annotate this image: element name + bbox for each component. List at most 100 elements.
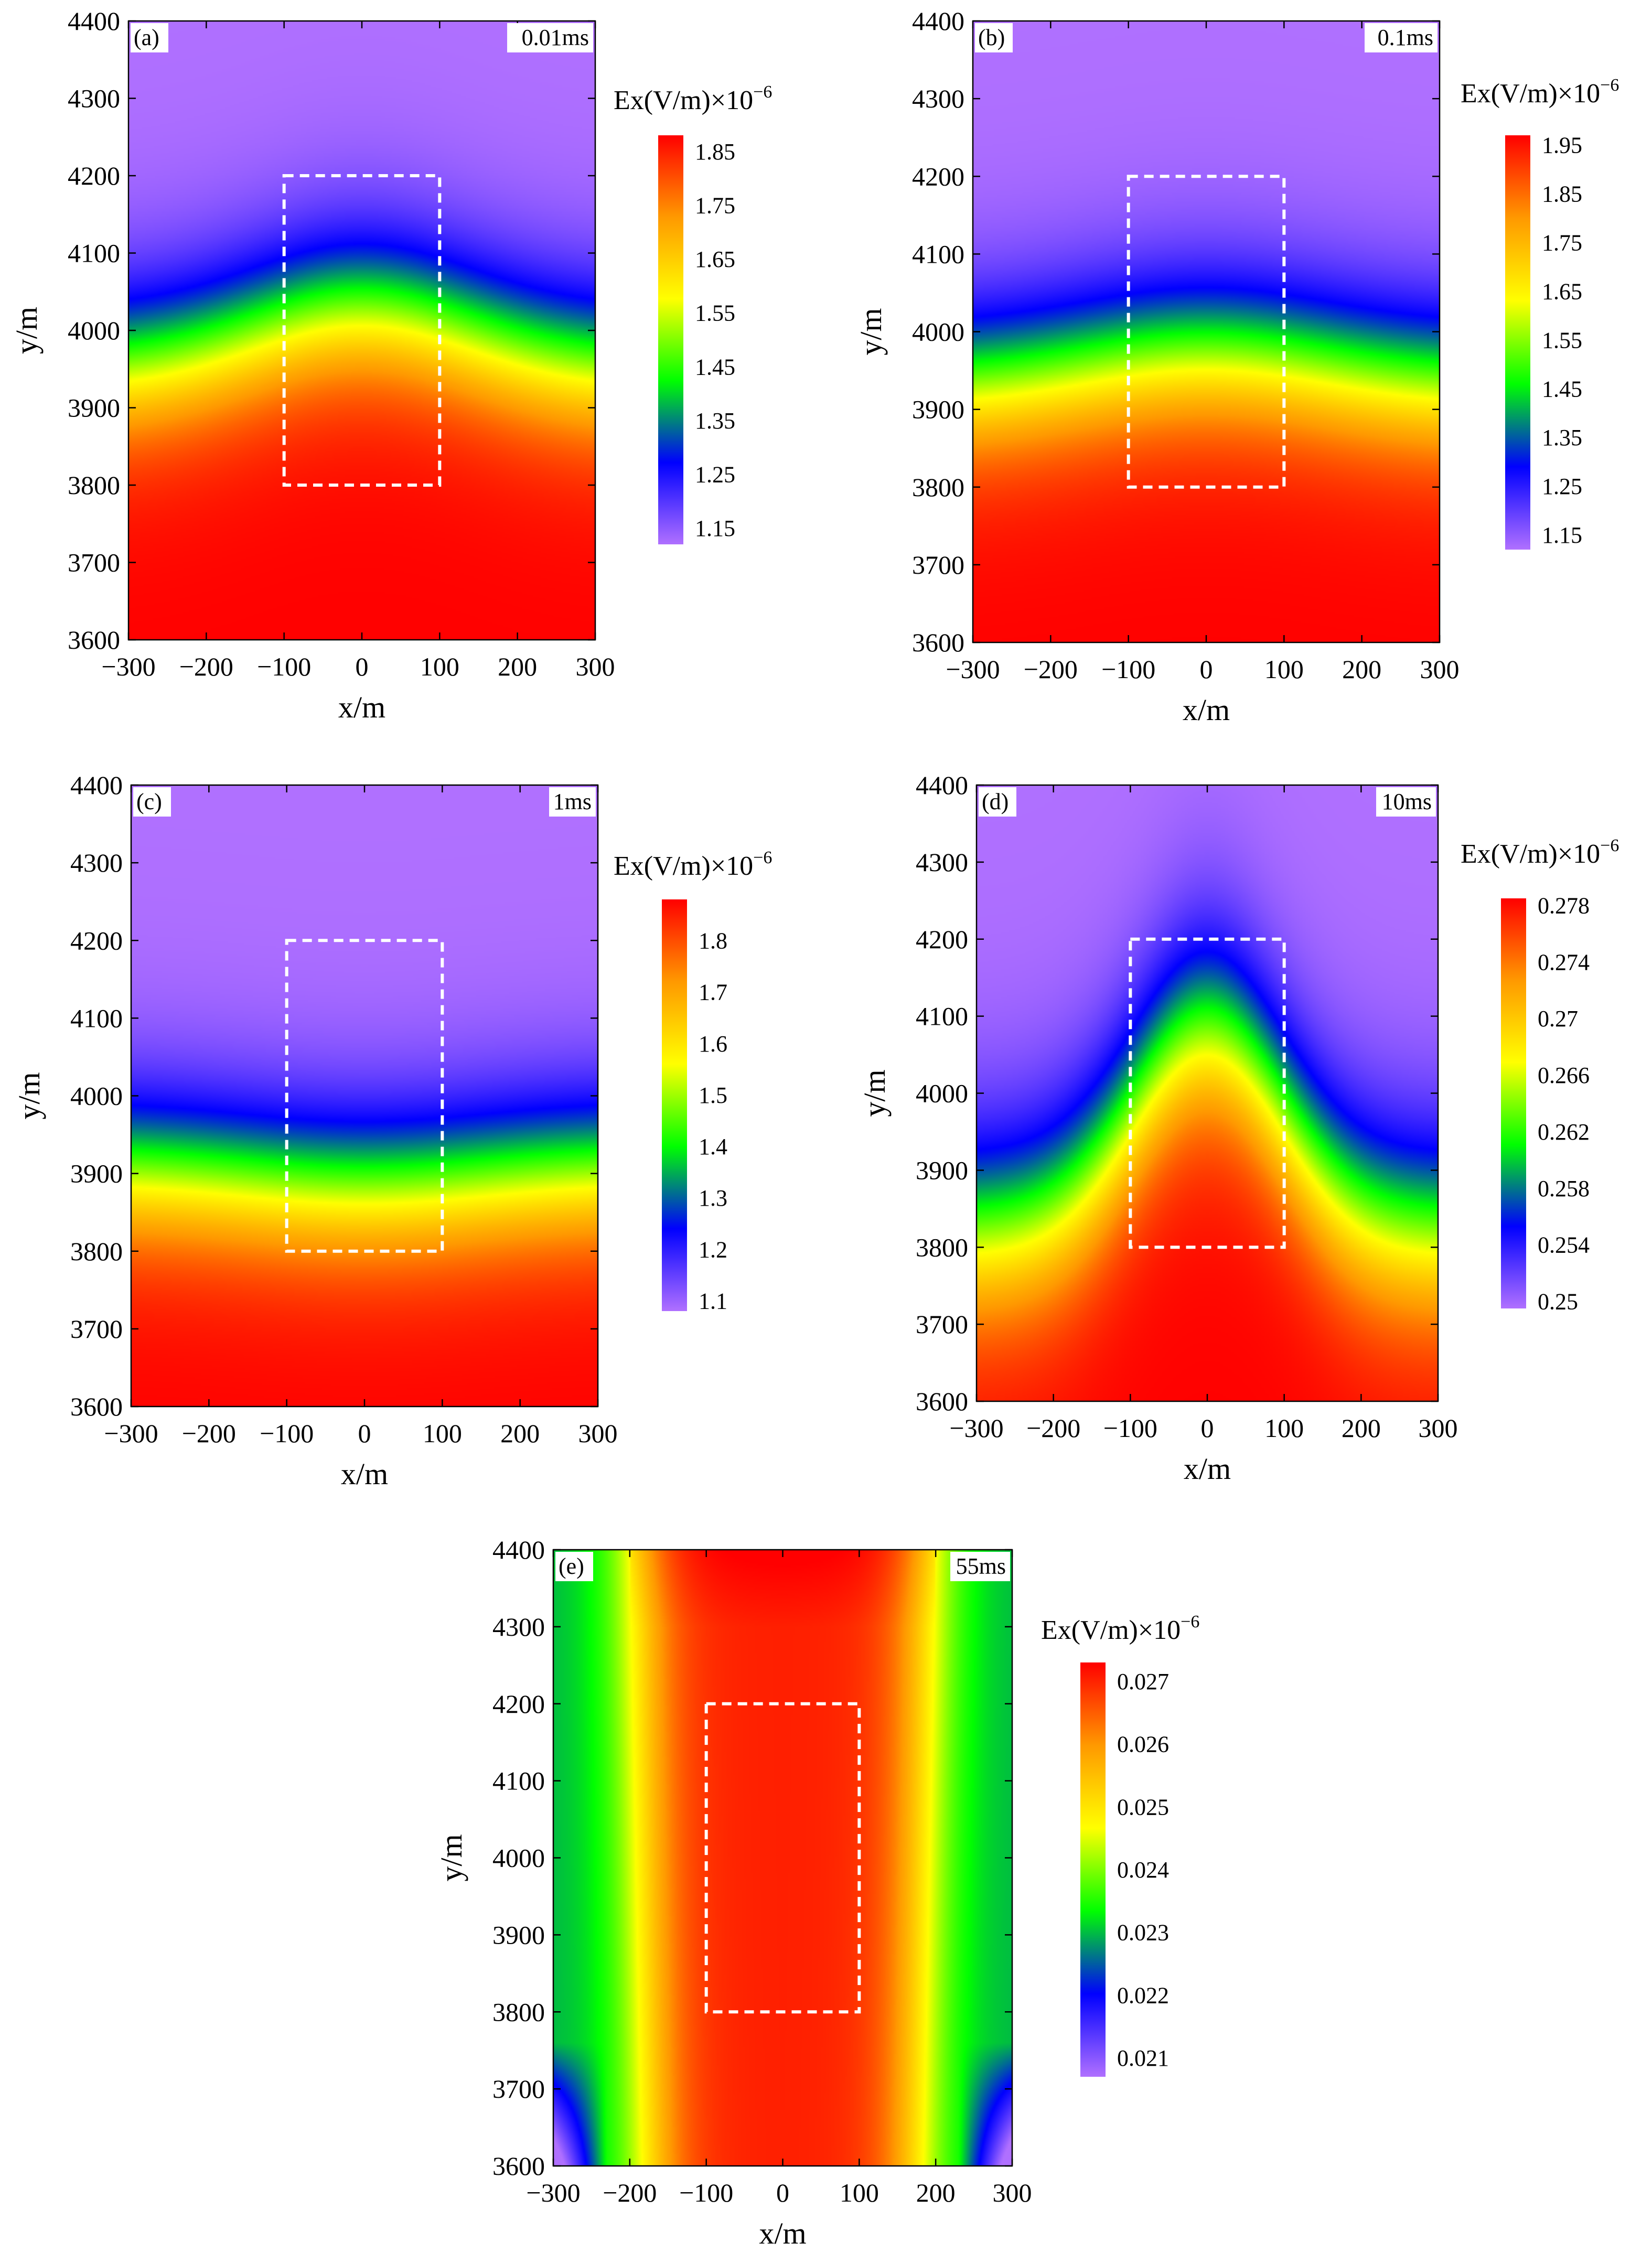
x-tick-label: −100 — [1103, 1413, 1157, 1443]
x-axis-label: x/m — [1183, 693, 1230, 727]
colorbar — [1080, 1662, 1106, 2077]
y-tick-label: 3700 — [70, 1314, 123, 1344]
colorbar-unit-main: Ex(V/m)×10 — [1461, 79, 1600, 109]
y-tick-label: 3700 — [492, 2074, 545, 2104]
y-tick-label: 3700 — [68, 548, 120, 577]
y-tick-label: 3800 — [916, 1232, 968, 1262]
colorbar-tick-label: 1.65 — [695, 246, 735, 272]
y-tick-label: 4400 — [916, 770, 968, 800]
colorbar-tick-label: 1.8 — [699, 928, 727, 954]
x-tick-label: −300 — [526, 2178, 580, 2207]
time-label: 55ms — [956, 1553, 1006, 1579]
colorbar-unit-exponent: −6 — [753, 848, 772, 867]
x-tick-label: −300 — [104, 1419, 158, 1448]
x-tick-label: −200 — [603, 2178, 657, 2207]
time-label-box — [950, 1552, 1010, 1581]
colorbar-tick-label: 0.27 — [1538, 1006, 1578, 1032]
y-axis-label: y/m — [434, 1834, 468, 1881]
y-tick-label: 4000 — [68, 316, 120, 345]
time-label-box — [549, 787, 596, 817]
colorbar-tick-label: 1.35 — [695, 408, 735, 434]
time-label: 10ms — [1382, 789, 1432, 814]
y-tick-label: 3800 — [912, 473, 964, 502]
panel-tag-box — [979, 787, 1016, 817]
colorbar-unit-label: Ex(V/m)×10−6 — [1041, 1612, 1199, 1645]
y-tick-label: 3700 — [912, 550, 964, 580]
colorbar-tick-label: 0.023 — [1117, 1920, 1169, 1946]
colorbar-tick-label: 0.25 — [1538, 1289, 1578, 1315]
colorbar — [662, 899, 687, 1311]
y-axis-label: y/m — [857, 1069, 892, 1117]
x-tick-label: −300 — [949, 1413, 1003, 1443]
y-tick-label: 3800 — [492, 1997, 545, 2026]
time-label-box — [1376, 787, 1436, 817]
y-tick-label: 4300 — [916, 847, 968, 877]
y-tick-label: 4400 — [68, 6, 120, 36]
heatmap-image — [131, 785, 598, 1407]
colorbar-tick-label: 1.85 — [695, 139, 735, 165]
panel-d: −300 −200 −100 0 100 200 300 3600 3700 3800 3900 40… — [857, 770, 1619, 1486]
panel-tag-box — [975, 23, 1013, 52]
panel-a: −300 −200 −100 0 100 200 300 3600 3700 3800 3900 40… — [9, 6, 772, 724]
x-tick-label: 300 — [993, 2178, 1032, 2207]
y-tick-label: 3900 — [70, 1159, 123, 1188]
colorbar-unit-label: Ex(V/m)×10−6 — [1461, 76, 1619, 109]
x-tick-label: 100 — [1264, 1413, 1304, 1443]
time-label: 1ms — [553, 789, 592, 814]
y-tick-label: 4000 — [916, 1079, 968, 1108]
x-tick-label: −200 — [179, 652, 233, 681]
x-tick-label: 200 — [498, 652, 537, 681]
colorbar-tick-label: 1.55 — [695, 301, 735, 326]
colorbar-tick-label: 0.258 — [1538, 1176, 1590, 1201]
panel-tag-box — [133, 787, 171, 817]
y-tick-label: 4200 — [68, 161, 120, 190]
x-tick-label: 100 — [423, 1419, 462, 1448]
x-axis-label: x/m — [338, 690, 385, 724]
x-tick-label: −200 — [182, 1419, 236, 1448]
colorbar-tick-label: 1.15 — [1542, 522, 1582, 548]
colorbar-tick-label: 1.75 — [1542, 230, 1582, 255]
panel-tag: (b) — [978, 25, 1005, 50]
colorbar-tick-label: 0.025 — [1117, 1794, 1169, 1820]
colorbar-tick-label: 0.024 — [1117, 1857, 1169, 1883]
colorbar-tick-label: 1.35 — [1542, 425, 1582, 450]
target-box — [1129, 937, 1286, 1249]
colorbar-tick-label: 0.254 — [1538, 1232, 1590, 1258]
colorbar — [1501, 898, 1526, 1308]
heatmap-image — [128, 21, 595, 640]
colorbar-unit-exponent: −6 — [1600, 836, 1619, 855]
colorbar-unit-main: Ex(V/m)×10 — [614, 851, 753, 881]
colorbar-tick-label: 0.262 — [1538, 1119, 1590, 1145]
x-tick-label: 0 — [358, 1419, 371, 1448]
colorbar-unit-label: Ex(V/m)×10−6 — [1461, 836, 1619, 869]
x-axis-label: x/m — [341, 1457, 388, 1491]
y-tick-label: 3600 — [492, 2151, 545, 2181]
colorbar-tick-label: 1.25 — [1542, 474, 1582, 499]
x-tick-label: −100 — [257, 652, 311, 681]
heatmap-image — [553, 1550, 1012, 2166]
target-box — [704, 1702, 861, 2014]
colorbar-unit-main: Ex(V/m)×10 — [614, 85, 753, 115]
y-tick-label: 4100 — [70, 1003, 123, 1033]
x-tick-label: 200 — [1342, 1413, 1381, 1443]
y-tick-label: 3600 — [70, 1392, 123, 1421]
x-axis-label: x/m — [759, 2216, 806, 2250]
colorbar-tick-label: 1.7 — [699, 980, 727, 1005]
colorbar-unit-main: Ex(V/m)×10 — [1461, 839, 1600, 869]
y-tick-label: 4400 — [492, 1535, 545, 1564]
heatmap-image — [977, 785, 1438, 1401]
target-box — [282, 174, 442, 487]
colorbar-tick-label: 0.021 — [1117, 2045, 1169, 2071]
time-label: 0.1ms — [1378, 25, 1433, 50]
colorbar-tick-label: 1.15 — [695, 516, 735, 541]
x-tick-label: 300 — [578, 1419, 618, 1448]
x-tick-label: 200 — [1342, 654, 1381, 684]
target-box — [1127, 175, 1286, 489]
y-tick-label: 3600 — [68, 625, 120, 654]
y-tick-label: 4100 — [912, 239, 964, 269]
colorbar-tick-label: 1.55 — [1542, 327, 1582, 353]
x-tick-label: −300 — [101, 652, 155, 681]
colorbar-unit-label: Ex(V/m)×10−6 — [614, 82, 772, 115]
x-tick-label: 200 — [916, 2178, 956, 2207]
